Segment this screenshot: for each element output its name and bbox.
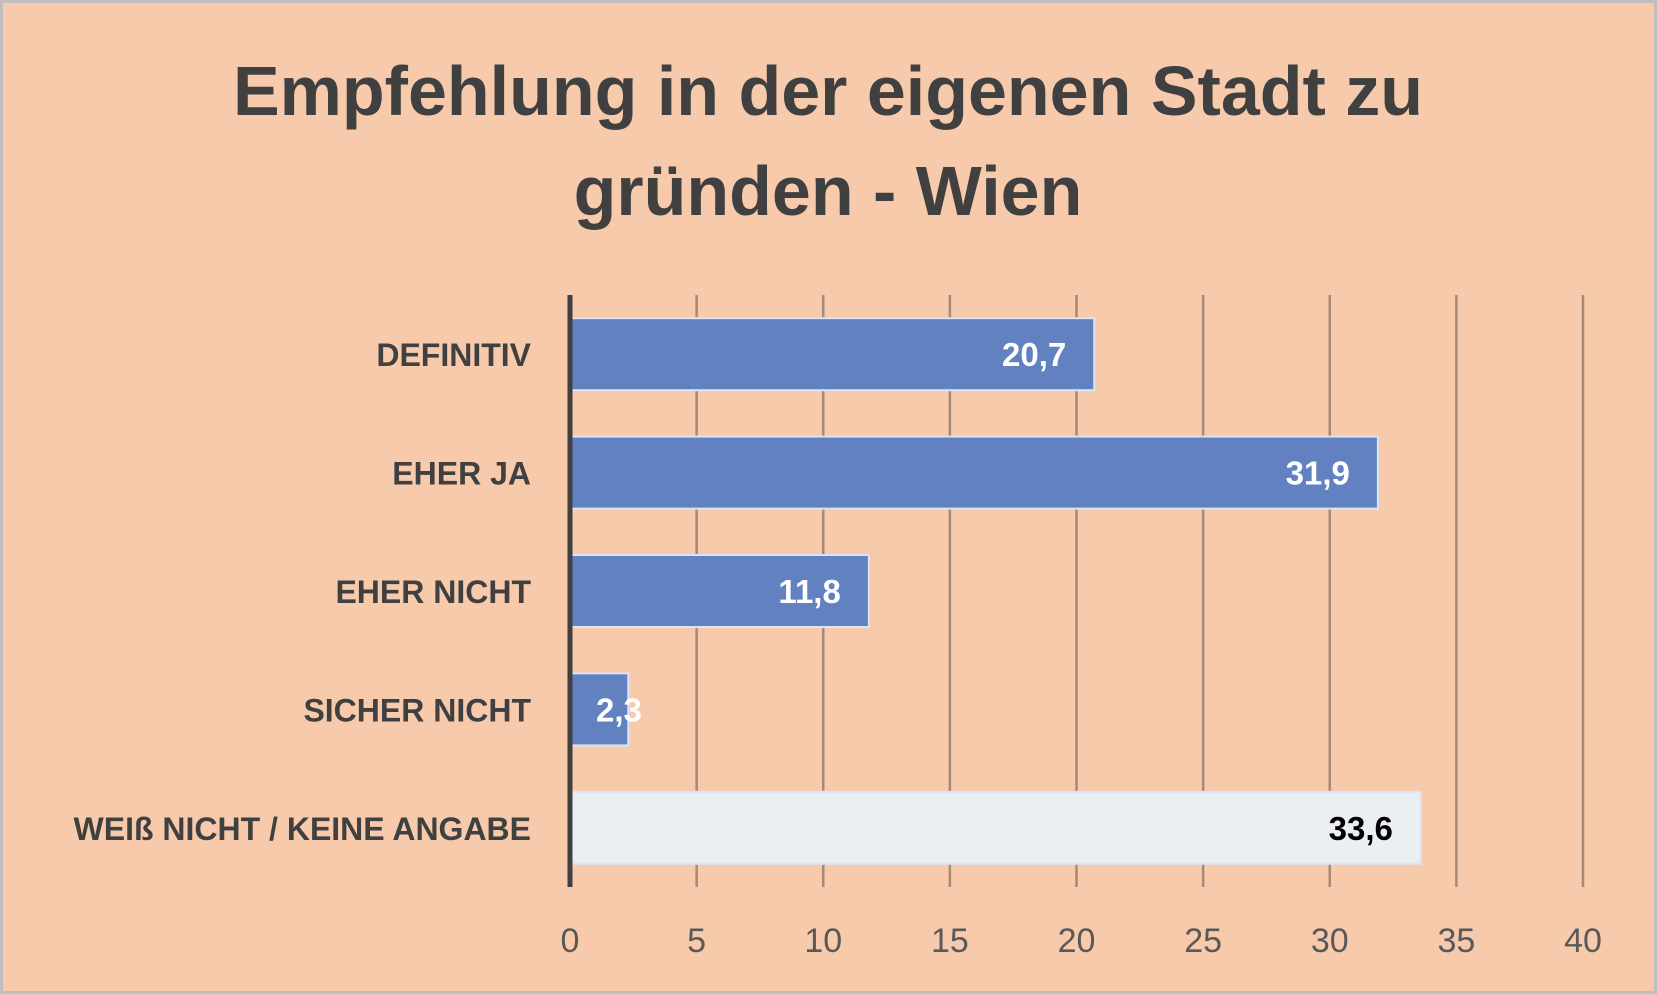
category-label: WEIß NICHT / KEINE ANGABE [74,811,531,847]
data-label: 31,9 [1286,455,1350,492]
bar [569,317,1096,392]
data-label: 11,8 [778,573,840,610]
chart-title: Empfehlung in der eigenen Stadt zu gründ… [233,52,1423,230]
bar [569,435,1379,510]
data-label: 20,7 [1002,336,1066,373]
x-tick-label: 35 [1437,922,1475,960]
x-tick-label: 0 [561,922,580,960]
x-tick-label: 25 [1184,922,1222,960]
x-tick-label: 10 [804,922,842,960]
category-label: EHER JA [392,456,531,492]
gridlines [695,295,1585,887]
category-label: EHER NICHT [335,574,531,610]
x-tick-label: 20 [1058,922,1096,960]
x-tick-labels: 0 5 10 15 20 25 30 35 40 [561,922,1602,960]
bar [569,790,1422,865]
chart-title-line-1: Empfehlung in der eigenen Stadt zu [233,52,1423,130]
x-tick-label: 15 [931,922,969,960]
category-label: SICHER NICHT [303,692,531,728]
data-label: 2,3 [596,691,642,728]
x-tick-label: 40 [1564,922,1602,960]
bar [569,672,630,747]
category-label: DEFINITIV [376,337,531,373]
data-label: 33,6 [1329,810,1393,847]
chart-title-line-2: gründen - Wien [574,152,1083,230]
x-tick-label: 5 [687,922,706,960]
x-tick-label: 30 [1311,922,1349,960]
category-labels: DEFINITIV EHER JA EHER NICHT SICHER NICHT WE… [74,337,532,847]
